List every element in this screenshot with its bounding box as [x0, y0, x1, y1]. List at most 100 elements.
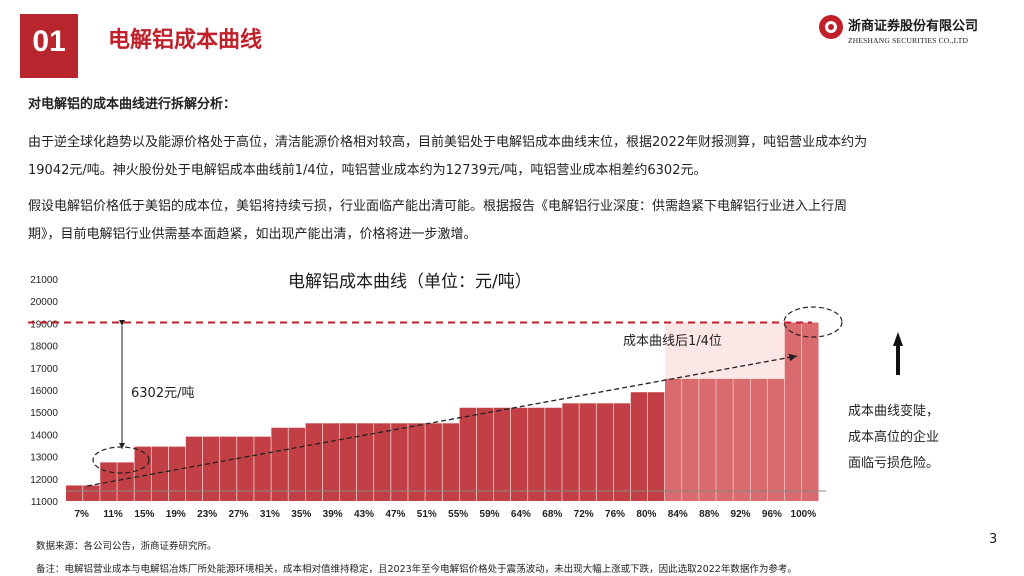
y-tick-label: 20000	[30, 297, 58, 308]
y-tick-label: 21000	[30, 275, 58, 286]
logo-mark-icon	[819, 15, 843, 39]
logo-text-en: ZHESHANG SECURITIES CO.,LTD	[848, 36, 969, 45]
x-tick-label: 96%	[762, 509, 782, 520]
quartile-label: 成本曲线后1/4位	[623, 334, 722, 349]
chart-bar	[151, 446, 169, 501]
x-tick-label: 7%	[74, 509, 89, 520]
side-note-line-2: 成本高位的企业	[848, 430, 940, 445]
x-tick-label: 64%	[511, 509, 531, 520]
x-tick-label: 84%	[668, 509, 688, 520]
page-title: 电解铝成本曲线	[108, 28, 263, 53]
side-note-line-3: 面临亏损危险。	[848, 456, 940, 471]
page-number: 3	[989, 532, 998, 547]
y-tick-label: 12000	[30, 475, 58, 486]
y-tick-label: 17000	[30, 364, 58, 375]
x-tick-label: 23%	[197, 509, 217, 520]
chart-bar	[545, 407, 562, 501]
paragraph-1-line-1: 由于逆全球化趋势以及能源价格处于高位，清洁能源价格相对较高，目前美铝处于电解铝成…	[28, 135, 868, 150]
chart-bar	[767, 378, 785, 501]
paragraph-1-line-2: 19042元/吨。神火股份处于电解铝成本曲线前1/4位，吨铝营业成本约为1273…	[28, 163, 707, 178]
chart-bar	[664, 378, 682, 501]
shenhuo-highlight-ellipse	[92, 446, 150, 474]
chart-bar	[356, 423, 374, 501]
trend-arrow	[86, 353, 798, 487]
chart-bar	[339, 423, 357, 501]
x-tick-label: 76%	[605, 509, 625, 520]
up-arrow-shaft	[896, 345, 900, 375]
chart-bar	[476, 407, 494, 501]
x-tick-label: 55%	[448, 509, 468, 520]
chart-bar	[750, 378, 768, 501]
chart-bar	[613, 403, 631, 501]
chart-bar	[682, 378, 699, 501]
chart-title: 电解铝成本曲线（单位：元/吨）	[288, 272, 532, 292]
chart-bar	[647, 392, 665, 501]
chart-bar	[733, 378, 750, 501]
y-tick-label: 19000	[30, 319, 58, 330]
y-tick-label: 14000	[30, 430, 58, 441]
company-logo: 浙商证券股份有限公司 ZHESHANG SECURITIES CO.,LTD	[818, 14, 1008, 48]
chart-bar	[459, 407, 477, 501]
y-tick-label: 11000	[31, 497, 59, 508]
chart-bar	[699, 378, 716, 501]
chart-bar	[237, 436, 254, 501]
x-tick-label: 92%	[731, 509, 751, 520]
section-number: 01	[32, 25, 66, 58]
paragraph-2-line-2: 期》，目前电解铝行业供需基本面趋紧，如出现产能出清，价格将进一步激增。	[28, 227, 477, 242]
footnote: 备注：电解铝营业成本与电解铝冶炼厂所处能源环境相关，成本相对值维持稳定，且202…	[36, 564, 797, 575]
chart-bar	[425, 423, 442, 501]
chart-bar	[220, 436, 237, 501]
x-tick-label: 47%	[385, 509, 405, 520]
section-number-box	[20, 14, 78, 78]
alcoa-highlight-ellipse	[783, 306, 843, 338]
cost-curve-chart: 11000 12000 13000 14000 15000 16000 17000 18000…	[28, 272, 903, 520]
x-tick-label: 35%	[291, 509, 311, 520]
chart-bar	[134, 446, 151, 501]
chart-bar	[442, 423, 460, 501]
side-note-line-1: 成本曲线变陡，	[848, 404, 940, 419]
up-arrow-icon	[893, 332, 903, 346]
chart-bar	[185, 436, 203, 501]
chart-bar	[784, 322, 802, 501]
chart-bar	[66, 485, 83, 501]
chart-bar	[288, 427, 305, 501]
logo-text-cn: 浙商证券股份有限公司	[848, 19, 979, 34]
x-tick-label: 80%	[636, 509, 656, 520]
chart-bar	[83, 485, 100, 501]
y-tick-label: 18000	[30, 342, 58, 353]
chart-bar	[202, 436, 220, 501]
x-tick-label: 59%	[480, 509, 500, 520]
chart-bar	[322, 423, 340, 501]
chart-bar	[391, 423, 408, 501]
content-subtitle: 对电解铝的成本曲线进行拆解分析：	[28, 97, 237, 112]
chart-bar	[493, 407, 511, 501]
chart-bar	[254, 436, 271, 501]
x-tick-label: 27%	[229, 509, 249, 520]
chart-bar	[630, 392, 648, 501]
chart-bar	[528, 407, 545, 501]
x-tick-label: 11%	[103, 509, 123, 520]
x-tick-label: 51%	[417, 509, 437, 520]
x-tick-label: 88%	[699, 509, 719, 520]
y-tick-label: 13000	[30, 453, 58, 464]
y-tick-label: 16000	[30, 386, 58, 397]
x-tick-label: 15%	[134, 509, 154, 520]
data-source: 数据来源：各公司公告，浙商证券研究所。	[36, 541, 217, 552]
chart-bar	[510, 407, 528, 501]
chart-bar	[408, 423, 425, 501]
x-tick-label: 39%	[323, 509, 343, 520]
x-tick-label: 100%	[791, 509, 817, 520]
x-tick-label: 72%	[574, 509, 594, 520]
chart-bar	[579, 403, 596, 501]
x-tick-label: 43%	[354, 509, 374, 520]
chart-bar	[716, 378, 733, 501]
chart-bar	[596, 403, 614, 501]
x-tick-label: 68%	[542, 509, 562, 520]
chart-bar	[100, 462, 117, 501]
chart-bar	[271, 427, 288, 501]
paragraph-2-line-1: 假设电解铝价格低于美铝的成本位，美铝将持续亏损，行业面临产能出清可能。根据报告《…	[28, 199, 848, 214]
chart-bar	[801, 322, 819, 501]
gap-label: 6302元/吨	[131, 386, 194, 401]
y-tick-label: 15000	[30, 408, 58, 419]
x-tick-label: 31%	[260, 509, 280, 520]
